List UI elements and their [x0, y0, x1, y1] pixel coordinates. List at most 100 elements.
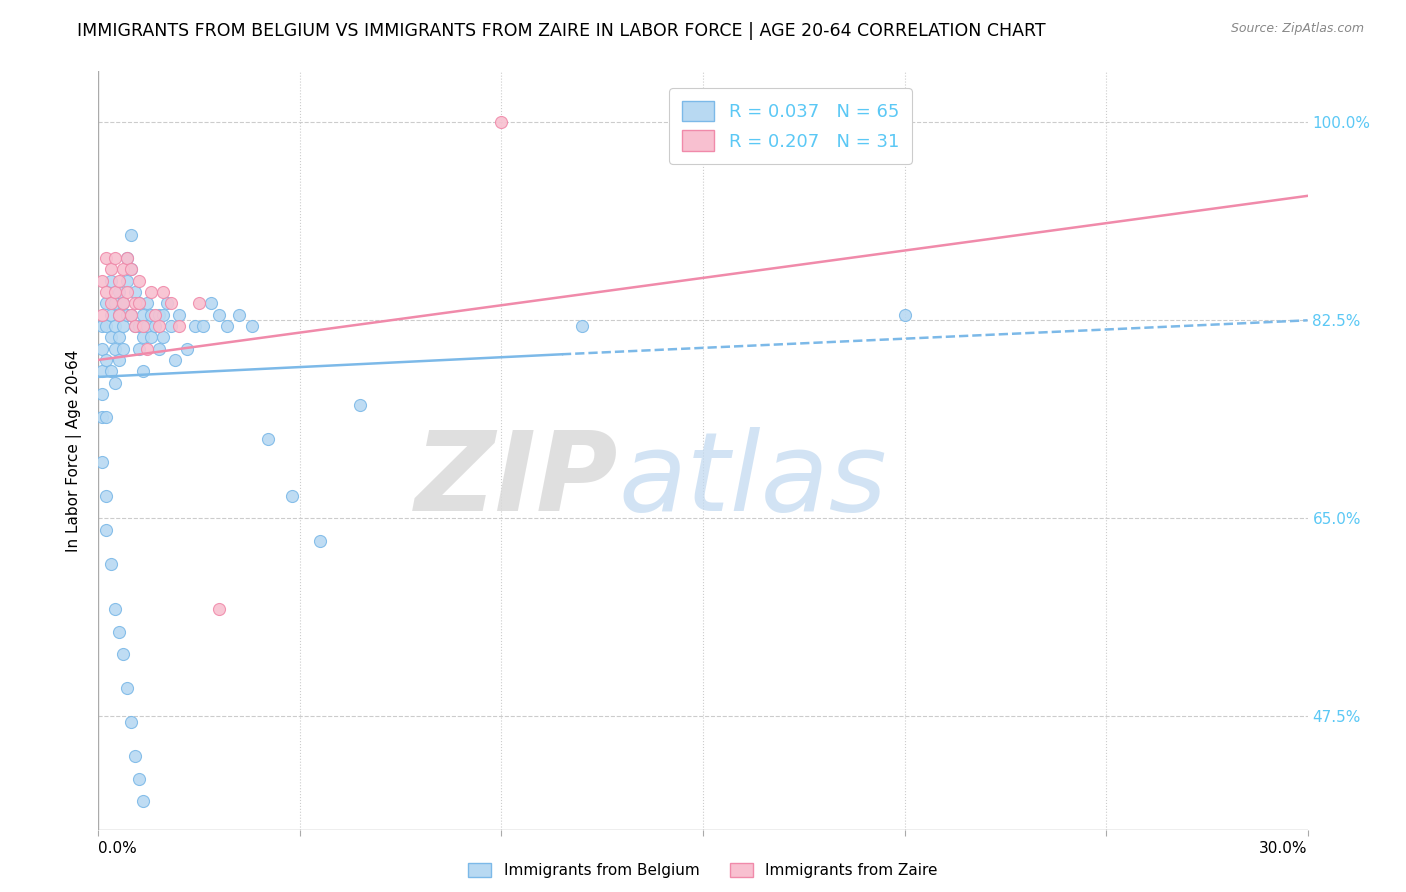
- Point: [893, 308, 915, 322]
- Point: [143, 308, 166, 322]
- Point: [309, 533, 332, 548]
- Point: [100, 364, 122, 378]
- Point: [120, 262, 142, 277]
- Point: [115, 251, 138, 265]
- Point: [349, 398, 371, 412]
- Point: [120, 262, 142, 277]
- Point: [96, 523, 118, 537]
- Point: [135, 342, 157, 356]
- Point: [107, 308, 129, 322]
- Point: [100, 308, 122, 322]
- Point: [148, 308, 170, 322]
- Point: [143, 318, 166, 333]
- Text: IMMIGRANTS FROM BELGIUM VS IMMIGRANTS FROM ZAIRE IN LABOR FORCE | AGE 20-64 CORR: IMMIGRANTS FROM BELGIUM VS IMMIGRANTS FR…: [77, 22, 1046, 40]
- Point: [167, 318, 190, 333]
- Point: [132, 364, 155, 378]
- Point: [96, 489, 118, 503]
- Point: [188, 296, 211, 310]
- Point: [124, 285, 146, 299]
- Point: [163, 353, 186, 368]
- Point: [103, 376, 125, 390]
- Point: [107, 624, 129, 639]
- Point: [107, 274, 129, 288]
- Point: [100, 330, 122, 344]
- Point: [160, 318, 183, 333]
- Point: [91, 387, 114, 401]
- Point: [132, 318, 155, 333]
- Point: [100, 296, 122, 310]
- Point: [128, 274, 150, 288]
- Point: [491, 115, 513, 129]
- Point: [100, 274, 122, 288]
- Legend: Immigrants from Belgium, Immigrants from Zaire: Immigrants from Belgium, Immigrants from…: [463, 857, 943, 884]
- Point: [91, 455, 114, 469]
- Point: [103, 285, 125, 299]
- Point: [152, 330, 174, 344]
- Point: [124, 749, 146, 764]
- Point: [228, 308, 250, 322]
- Point: [107, 330, 129, 344]
- Point: [256, 432, 278, 446]
- Text: 0.0%: 0.0%: [98, 841, 138, 856]
- Point: [124, 296, 146, 310]
- Point: [107, 308, 129, 322]
- Point: [111, 647, 134, 661]
- Point: [103, 318, 125, 333]
- Point: [96, 296, 118, 310]
- Point: [135, 296, 157, 310]
- Point: [135, 318, 157, 333]
- Point: [107, 353, 129, 368]
- Point: [571, 318, 593, 333]
- Point: [128, 296, 150, 310]
- Point: [103, 251, 125, 265]
- Point: [128, 342, 150, 356]
- Y-axis label: In Labor Force | Age 20-64: In Labor Force | Age 20-64: [66, 350, 83, 551]
- Point: [124, 318, 146, 333]
- Point: [167, 308, 190, 322]
- Point: [91, 409, 114, 424]
- Legend: R = 0.037   N = 65, R = 0.207   N = 31: R = 0.037 N = 65, R = 0.207 N = 31: [669, 88, 911, 164]
- Point: [96, 318, 118, 333]
- Point: [96, 353, 118, 368]
- Point: [120, 714, 142, 729]
- Point: [96, 285, 118, 299]
- Point: [111, 262, 134, 277]
- Point: [208, 308, 231, 322]
- Point: [115, 274, 138, 288]
- Point: [91, 308, 114, 322]
- Point: [91, 364, 114, 378]
- Point: [156, 296, 179, 310]
- Point: [115, 308, 138, 322]
- Point: [100, 262, 122, 277]
- Point: [96, 409, 118, 424]
- Point: [91, 318, 114, 333]
- Point: [148, 318, 170, 333]
- Point: [128, 318, 150, 333]
- Point: [115, 285, 138, 299]
- Point: [103, 342, 125, 356]
- Point: [132, 330, 155, 344]
- Point: [91, 342, 114, 356]
- Point: [128, 296, 150, 310]
- Point: [217, 318, 239, 333]
- Point: [148, 342, 170, 356]
- Point: [120, 308, 142, 322]
- Point: [139, 285, 162, 299]
- Point: [100, 557, 122, 571]
- Point: [103, 602, 125, 616]
- Point: [115, 681, 138, 695]
- Text: ZIP: ZIP: [415, 427, 619, 534]
- Point: [107, 285, 129, 299]
- Point: [200, 296, 222, 310]
- Point: [139, 308, 162, 322]
- Point: [111, 296, 134, 310]
- Point: [103, 296, 125, 310]
- Point: [281, 489, 304, 503]
- Point: [132, 308, 155, 322]
- Point: [111, 296, 134, 310]
- Point: [111, 318, 134, 333]
- Point: [111, 342, 134, 356]
- Point: [208, 602, 231, 616]
- Point: [115, 251, 138, 265]
- Point: [124, 318, 146, 333]
